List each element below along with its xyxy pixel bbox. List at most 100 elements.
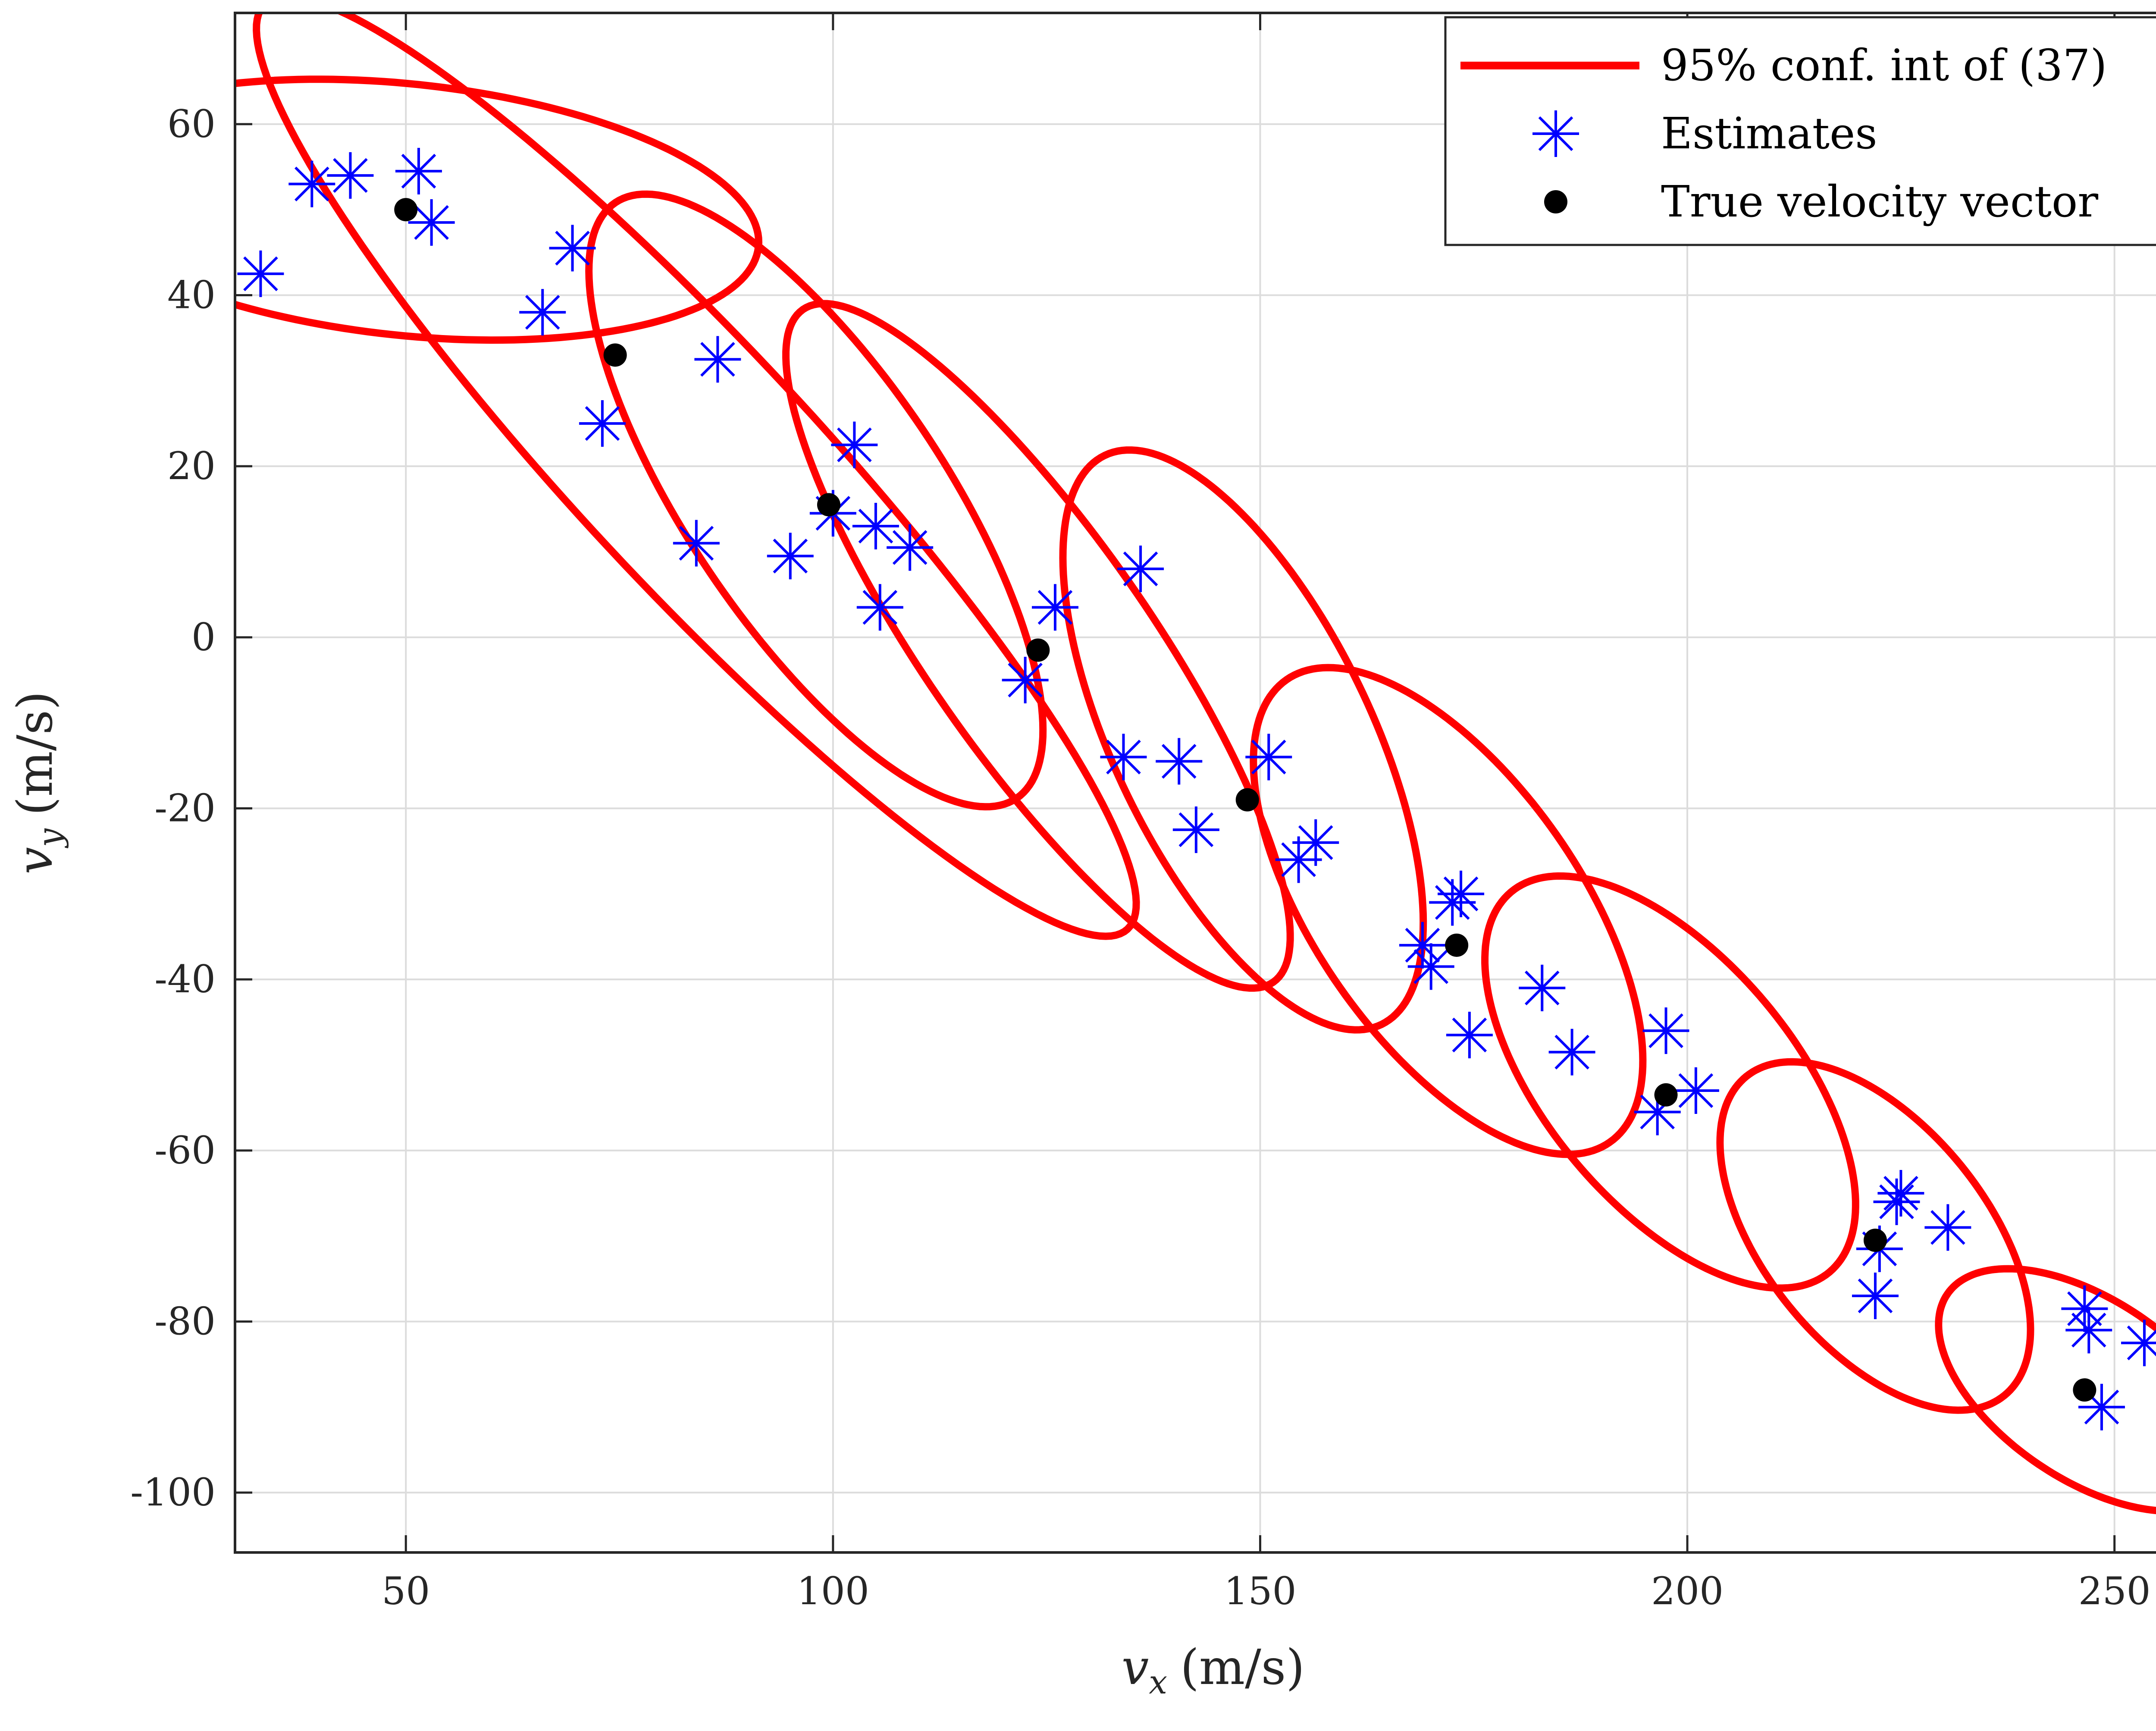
estimate-point [1672,1067,1719,1114]
confidence-ellipse [1716,1058,2034,1414]
estimate-stroke [1106,740,1141,775]
estimate-stroke [1405,928,1440,963]
confidence-ellipse [1250,664,1647,1158]
true-velocity-point [603,343,627,367]
y-tick-label: -80 [154,1299,216,1344]
estimate-point [288,160,335,207]
x-axis-unit: (m/s) [1180,1640,1305,1696]
estimate-stroke [1879,1184,1914,1220]
estimate-point [831,421,878,468]
estimate-point [1877,1170,1924,1217]
estimate-stroke [1123,551,1158,586]
x-axis-var: v [1122,1640,1149,1696]
confidence-ellipse [585,190,1047,811]
estimate-stroke [333,158,368,193]
y-axis-label: vy (m/s) [7,691,69,874]
estimate-stroke [1443,876,1479,912]
estimate-point [1002,657,1049,703]
y-tick-label: -100 [130,1470,216,1515]
confidence-ellipse [782,300,1294,992]
estimate-point [1438,870,1485,917]
estimate-point [1292,819,1339,866]
estimate-stroke [1648,1013,1683,1048]
estimate-stroke [1538,116,1573,151]
true-velocity-point [394,198,418,222]
estimate-stroke [1008,662,1043,698]
estimate-stroke [2127,1329,2156,1361]
legend-label-ellipse: 95% conf. int of (37) [1661,40,2107,91]
estimate-point [519,289,566,336]
true-velocity-point [1026,638,1050,662]
estimate-point [887,524,934,571]
estimate-point [1031,584,1078,631]
confidence-ellipse [1935,1265,2156,1515]
plot-frame [234,12,2156,1554]
estimate-stroke [858,508,893,544]
legend-label-true: True velocity vector [1661,176,2098,227]
y-tick-label: 20 [167,444,216,488]
estimate-stroke [1161,744,1197,779]
estimate-point [856,584,903,631]
estimate-point [327,152,374,199]
true-velocity-point [2073,1378,2096,1402]
estimate-point [1519,965,1566,1011]
estimate-point [1156,738,1203,785]
estimate-point [1446,1012,1493,1059]
estimate-point [852,503,899,549]
estimate-point [549,225,596,272]
estimate-stroke [585,406,620,441]
true-velocity-point [1235,788,1259,812]
estimate-stroke [1883,1176,1918,1211]
y-tick-label: 40 [167,273,216,317]
estimate-stroke [1524,970,1560,1006]
estimate-point [395,147,442,194]
estimate-point [579,400,626,447]
ticks: 50 100 150 200 250 -100 -80 -60 -40 -20 0 20 40 60 [130,13,2151,1613]
estimate-point [1642,1007,1689,1054]
estimate-point [1245,734,1292,781]
confidence-ellipse [1481,872,1859,1292]
y-axis-var: v [7,847,63,874]
x-tick-label: 200 [1651,1569,1724,1613]
legend-estimate-swatch [1532,110,1579,157]
legend-box [1444,16,2156,246]
x-tick-label: 100 [797,1569,869,1613]
estimate-stroke [773,539,808,574]
true-velocity-point [817,493,840,517]
estimate-point [2121,1320,2156,1367]
estimate-stroke [2071,1313,2106,1348]
estimate-stroke [837,427,872,462]
true-velocity-point [1445,933,1469,957]
confidence-ellipse [235,75,762,344]
estimate-stroke [679,526,714,561]
plot-area [235,13,2156,1515]
estimate-point [2065,1307,2112,1354]
estimate-stroke [525,295,560,330]
true-velocity-point [1863,1229,1887,1252]
estimate-stroke [2084,1389,2119,1425]
estimate-stroke [700,342,735,377]
estimate-stroke [1554,1035,1589,1070]
estimate-stroke [2067,1291,2102,1326]
estimate-point [408,199,455,246]
estimate-stroke [295,166,329,201]
y-axis-unit: (m/s) [7,691,63,815]
estimate-point [1275,836,1322,883]
estimate-point [1873,1178,1920,1225]
grid [235,13,2156,1552]
legend: 95% conf. int of (37) Estimates True vel… [1444,16,2156,246]
estimate-stroke [1678,1073,1714,1108]
y-tick-label: -40 [154,957,216,1001]
estimate-stroke [892,530,928,565]
y-axis-sub: y [31,828,69,848]
estimate-stroke [414,205,449,240]
x-tick-label: 250 [2078,1569,2151,1613]
estimate-stroke [1858,1278,1893,1314]
y-tick-label: -60 [154,1128,216,1173]
estimate-stroke [243,256,278,292]
estimate-stroke [555,231,590,266]
x-tick-label: 50 [382,1569,430,1613]
estimate-stroke [1178,812,1214,847]
y-tick-label: 60 [167,102,216,146]
